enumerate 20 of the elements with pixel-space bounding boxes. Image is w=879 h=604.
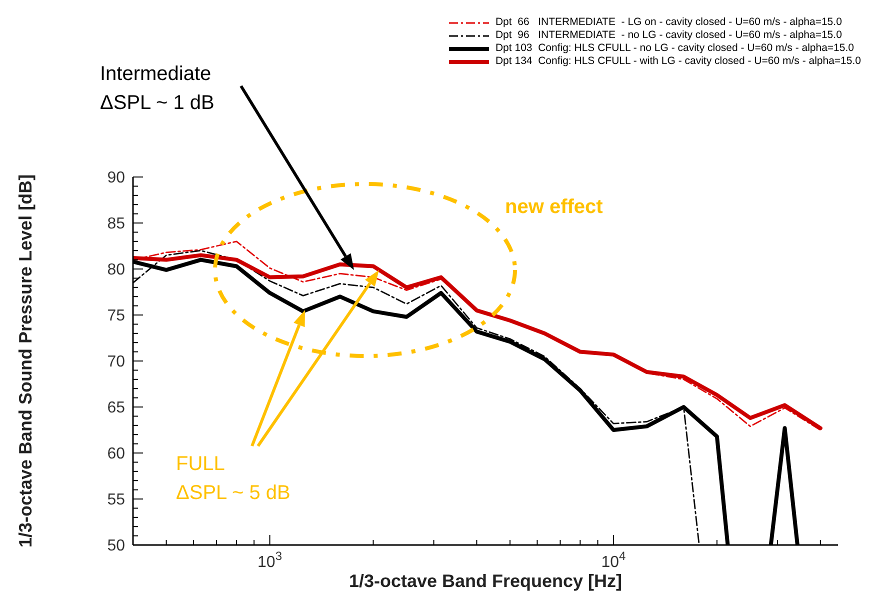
- y-tick-label: 70: [107, 354, 126, 371]
- y-tick-label: 60: [107, 446, 126, 463]
- y-tick-label: 75: [107, 308, 126, 325]
- y-tick-label: 85: [107, 216, 126, 233]
- y-tick-label: 65: [107, 400, 126, 417]
- y-tick-label: 55: [107, 492, 126, 509]
- annotation: new effect: [505, 196, 604, 218]
- y-axis-title: 1/3-octave Band Sound Pressure Level [dB]: [15, 174, 36, 548]
- y-tick-label: 80: [107, 262, 126, 279]
- x-axis-title: 1/3-octave Band Frequency [Hz]: [348, 571, 622, 591]
- legend-label: Dpt 103 Config: HLS CFULL - no LG - cavity closed - U=60 m/s - alpha=15.0: [495, 42, 854, 55]
- x-tick-label: 10$^{3}$: [258, 549, 282, 571]
- y-tick-label: 90: [107, 170, 126, 187]
- legend-label: Dpt 96 INTERMEDIATE - no LG - cavity closed - U=60 m/s - alpha=15.0: [495, 29, 842, 42]
- legend-label: Dpt 134 Config: HLS CFULL - with LG - cavity closed - U=60 m/s - alpha=15.0: [495, 55, 861, 68]
- annotation: FULL ΔSPL ~ 5 dB: [176, 453, 290, 504]
- x-tick-label: 10$^{4}$: [601, 549, 626, 571]
- legend-label: Dpt 66 INTERMEDIATE - LG on - cavity closed - U=60 m/s - alpha=15.0: [495, 16, 842, 29]
- y-tick-label: 50: [107, 538, 126, 555]
- text: Intermediate ΔSPL ~ 1 dB: [100, 63, 214, 114]
